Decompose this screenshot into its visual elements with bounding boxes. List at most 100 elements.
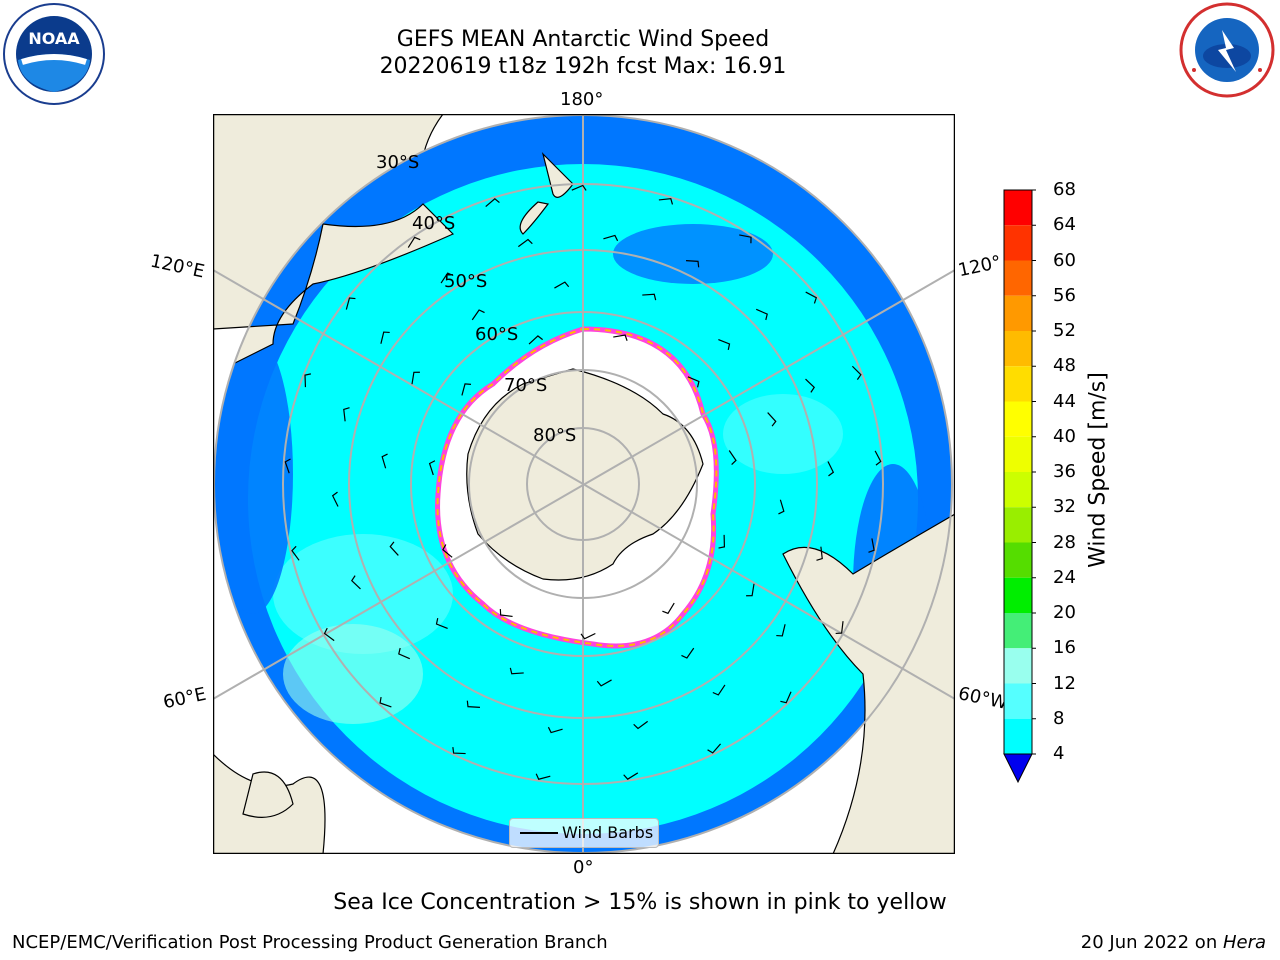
colorbar-tick-label: 52	[1053, 320, 1076, 341]
wind-barb	[411, 371, 420, 385]
wind-barb	[596, 679, 612, 687]
colorbar-tick-label: 36	[1053, 461, 1076, 482]
wind-barb	[528, 335, 544, 345]
sea-ice-caption: Sea Ice Concentration > 15% is shown in …	[333, 890, 947, 915]
colorbar-segment	[1004, 225, 1032, 261]
wind-barb	[509, 667, 524, 675]
wind-barb	[816, 546, 823, 561]
colorbar-segment	[1004, 648, 1032, 684]
wind-barb	[746, 583, 755, 597]
chart-subtitle: 20220619 t18z 192h fcst Max: 16.91	[379, 54, 787, 79]
wind-barb	[442, 544, 453, 558]
wind-barb	[613, 334, 628, 341]
lat-label-40s: 40°S	[412, 213, 456, 234]
colorbar-segment	[1004, 613, 1032, 649]
colorbar-tick-label: 32	[1053, 496, 1076, 518]
wind-barb	[499, 609, 513, 618]
colorbar-segment	[1004, 295, 1032, 331]
wind-barb	[739, 234, 752, 244]
wind-barb	[580, 632, 596, 640]
wind-barb	[485, 197, 500, 208]
colorbar-segment	[1004, 683, 1032, 719]
colorbar-segment	[1004, 190, 1032, 226]
wind-barb	[554, 281, 570, 289]
colorbar-tick-label: 12	[1053, 672, 1076, 694]
wind-barb	[435, 618, 448, 630]
wind-barb	[767, 412, 777, 427]
nws-logo	[1179, 2, 1275, 98]
wind-barb	[291, 545, 300, 561]
madagascar-land	[242, 771, 294, 818]
wind-barb	[874, 450, 882, 466]
colorbar-segment	[1004, 472, 1032, 508]
footer-host: Hera	[1222, 932, 1266, 953]
wind-barb	[776, 624, 786, 637]
wind-barb	[707, 743, 722, 754]
wind-barb	[728, 450, 737, 466]
wind-barb	[633, 720, 649, 730]
wind-barb	[304, 373, 312, 388]
chart-title: GEFS MEAN Antarctic Wind Speed	[396, 27, 770, 52]
wind-barb	[851, 365, 862, 380]
lat-label-50s: 50°S	[444, 271, 488, 292]
polar-map	[213, 114, 955, 854]
wind-barb	[685, 260, 700, 268]
wind-barb	[623, 772, 639, 780]
colorbar-tick-label: 16	[1053, 637, 1076, 659]
lon-label-180: 180°	[560, 89, 604, 110]
wind-barb	[380, 331, 390, 344]
colorbar-segment	[1004, 507, 1032, 543]
colorbar-segment	[1004, 577, 1032, 613]
wind-barb	[712, 684, 726, 696]
wind-barb	[547, 726, 563, 734]
wind-barb	[718, 534, 726, 549]
colorbar-tick-label: 68	[1053, 179, 1076, 200]
wind-barb	[835, 621, 844, 635]
wind-barb	[868, 538, 875, 553]
colorbar-label: Wind Speed [m/s]	[1085, 372, 1111, 568]
colorbar-tick-label: 28	[1053, 531, 1076, 553]
lat-label-70s: 70°S	[504, 375, 548, 396]
wind-barb	[389, 541, 399, 556]
colorbar-extend-arrow	[1003, 753, 1033, 784]
colorbar-segment	[1004, 542, 1032, 578]
wind-barb	[398, 647, 411, 660]
wind-barb	[440, 272, 454, 284]
wind-barb	[284, 458, 291, 474]
colorbar-tick-label: 24	[1053, 566, 1076, 588]
wind-barb	[452, 747, 466, 755]
colorbar-tick-label: 4	[1053, 743, 1065, 764]
colorbar	[1003, 189, 1036, 784]
wind-barb	[681, 647, 695, 659]
colorbar-tick-label: 44	[1053, 390, 1076, 412]
wind-barb	[535, 773, 551, 780]
colorbar-tick-label: 56	[1053, 284, 1076, 306]
noaa-logo: NOAA	[3, 3, 105, 105]
noaa-logo-text: NOAA	[28, 29, 80, 48]
lat-label-60s: 60°S	[475, 324, 519, 345]
wind-barb	[343, 407, 350, 422]
colorbar-tick-label: 20	[1053, 602, 1076, 623]
colorbar-segment	[1004, 718, 1032, 754]
colorbar-segment	[1004, 331, 1032, 367]
colorbar-segment	[1004, 401, 1032, 437]
colorbar-tick-label: 48	[1053, 355, 1076, 377]
wind-barb	[603, 234, 619, 242]
map-legend: Wind Barbs	[509, 818, 659, 848]
footer-date: 20 Jun 2022 on Hera	[1081, 932, 1266, 953]
colorbar-tick-label: 40	[1053, 425, 1076, 447]
wind-barb	[805, 291, 818, 304]
wind-barb	[351, 575, 361, 590]
legend-label: Wind Barbs	[562, 823, 654, 842]
colorbar-tick-label: 64	[1053, 214, 1076, 236]
lon-label-60e: 60°E	[161, 683, 208, 714]
wind-barb	[381, 453, 388, 469]
wind-barb	[331, 491, 339, 507]
footer-credit: NCEP/EMC/Verification Post Processing Pr…	[12, 932, 608, 953]
wind-barb	[718, 338, 731, 350]
wind-barb	[428, 460, 436, 476]
colorbar-tick-label: 60	[1053, 249, 1076, 271]
wind-barb	[407, 236, 421, 248]
footer-date-text: 20 Jun 2022 on	[1080, 932, 1223, 953]
wind-barb	[323, 627, 335, 642]
